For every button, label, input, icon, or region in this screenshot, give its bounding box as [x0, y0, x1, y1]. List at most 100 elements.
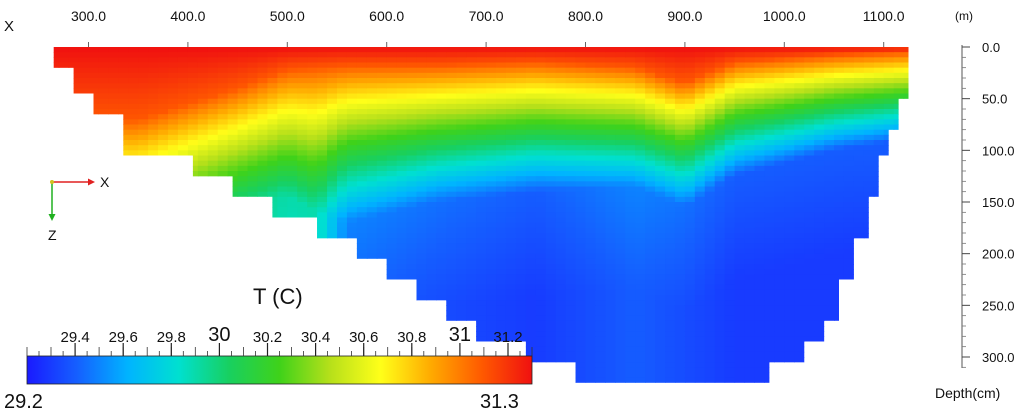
temperature-cell	[784, 326, 795, 332]
temperature-cell	[168, 83, 179, 89]
temperature-cell	[605, 341, 616, 348]
temperature-cell	[535, 88, 547, 95]
temperature-cell	[406, 264, 418, 270]
temperature-cell	[257, 134, 269, 141]
temperature-cell	[317, 207, 328, 213]
temperature-cell	[68, 305, 80, 312]
temperature-cell	[684, 346, 696, 353]
temperature-cell	[714, 171, 726, 177]
temperature-cell	[108, 78, 119, 84]
temperature-cell	[217, 243, 229, 250]
temperature-cell	[694, 207, 706, 213]
temperature-cell	[704, 145, 716, 151]
temperature-cell	[585, 171, 597, 177]
temperature-cell	[277, 134, 288, 141]
temperature-cell	[237, 140, 249, 146]
temperature-cell	[98, 207, 109, 213]
temperature-cell	[207, 253, 219, 260]
temperature-cell	[595, 207, 606, 213]
temperature-cell	[794, 62, 805, 69]
temperature-cell	[187, 243, 199, 250]
temperature-cell	[138, 134, 149, 141]
temperature-cell	[158, 134, 169, 141]
temperature-cell	[317, 72, 328, 79]
temperature-cell	[784, 295, 795, 301]
temperature-cell	[625, 93, 636, 100]
temperature-cell	[774, 233, 785, 239]
temperature-cell	[366, 160, 378, 167]
temperature-cell	[545, 264, 557, 270]
temperature-cell	[665, 326, 676, 332]
temperature-cell	[396, 98, 408, 105]
temperature-cell	[207, 93, 219, 100]
temperature-cell	[88, 269, 100, 275]
temperature-cell	[158, 284, 169, 291]
temperature-cell	[764, 320, 775, 327]
temperature-cell	[187, 289, 199, 296]
temperature-cell	[187, 274, 199, 281]
temperature-cell	[555, 124, 567, 131]
temperature-cell	[525, 331, 537, 337]
temperature-cell	[98, 165, 109, 172]
temperature-cell	[317, 238, 328, 244]
temperature-cell	[118, 62, 129, 69]
temperature-cell	[366, 212, 378, 219]
temperature-cell	[446, 253, 457, 260]
temperature-cell	[505, 227, 517, 234]
temperature-cell	[585, 155, 597, 162]
temperature-cell	[754, 295, 766, 301]
temperature-cell	[784, 320, 795, 327]
temperature-cell	[58, 279, 70, 286]
temperature-cell	[734, 217, 746, 224]
temperature-cell	[545, 331, 557, 337]
temperature-cell	[277, 310, 288, 317]
temperature-cell	[535, 295, 547, 301]
temperature-cell	[774, 269, 785, 275]
temperature-cell	[635, 253, 646, 260]
temperature-cell	[148, 47, 159, 53]
temperature-cell	[456, 57, 467, 64]
temperature-cell	[446, 310, 457, 317]
temperature-cell	[287, 341, 298, 348]
temperature-cell	[734, 274, 746, 281]
temperature-cell	[535, 181, 547, 188]
temperature-cell	[88, 129, 100, 136]
temperature-cell	[764, 341, 775, 348]
temperature-cell	[615, 57, 626, 64]
temperature-cell	[585, 140, 597, 146]
temperature-cell	[177, 57, 189, 64]
temperature-cell	[585, 305, 597, 312]
temperature-cell	[555, 351, 567, 358]
temperature-cell	[555, 362, 567, 368]
temperature-cell	[217, 310, 229, 317]
temperature-cell	[784, 57, 795, 64]
temperature-cell	[267, 196, 278, 203]
temperature-cell	[575, 165, 587, 172]
temperature-cell	[187, 326, 199, 332]
temperature-cell	[665, 103, 676, 110]
temperature-cell	[486, 176, 497, 182]
temperature-cell	[694, 362, 706, 368]
temperature-cell	[217, 176, 229, 182]
temperature-cell	[555, 191, 567, 198]
temperature-cell	[754, 238, 766, 244]
temperature-cell	[565, 150, 577, 157]
temperature-cell	[426, 274, 437, 281]
temperature-cell	[714, 341, 726, 348]
temperature-cell	[784, 212, 795, 219]
temperature-cell	[535, 289, 547, 296]
temperature-cell	[177, 186, 189, 193]
temperature-cell	[138, 336, 149, 343]
temperature-cell	[426, 253, 437, 260]
temperature-cell	[744, 253, 756, 260]
temperature-cell	[674, 295, 686, 301]
temperature-cell	[486, 253, 497, 260]
temperature-cell	[227, 253, 239, 260]
temperature-cell	[287, 238, 298, 244]
temperature-cell	[734, 171, 746, 177]
temperature-cell	[714, 274, 726, 281]
temperature-cell	[168, 155, 179, 162]
temperature-cell	[118, 160, 129, 167]
temperature-cell	[366, 305, 378, 312]
temperature-cell	[734, 145, 746, 151]
